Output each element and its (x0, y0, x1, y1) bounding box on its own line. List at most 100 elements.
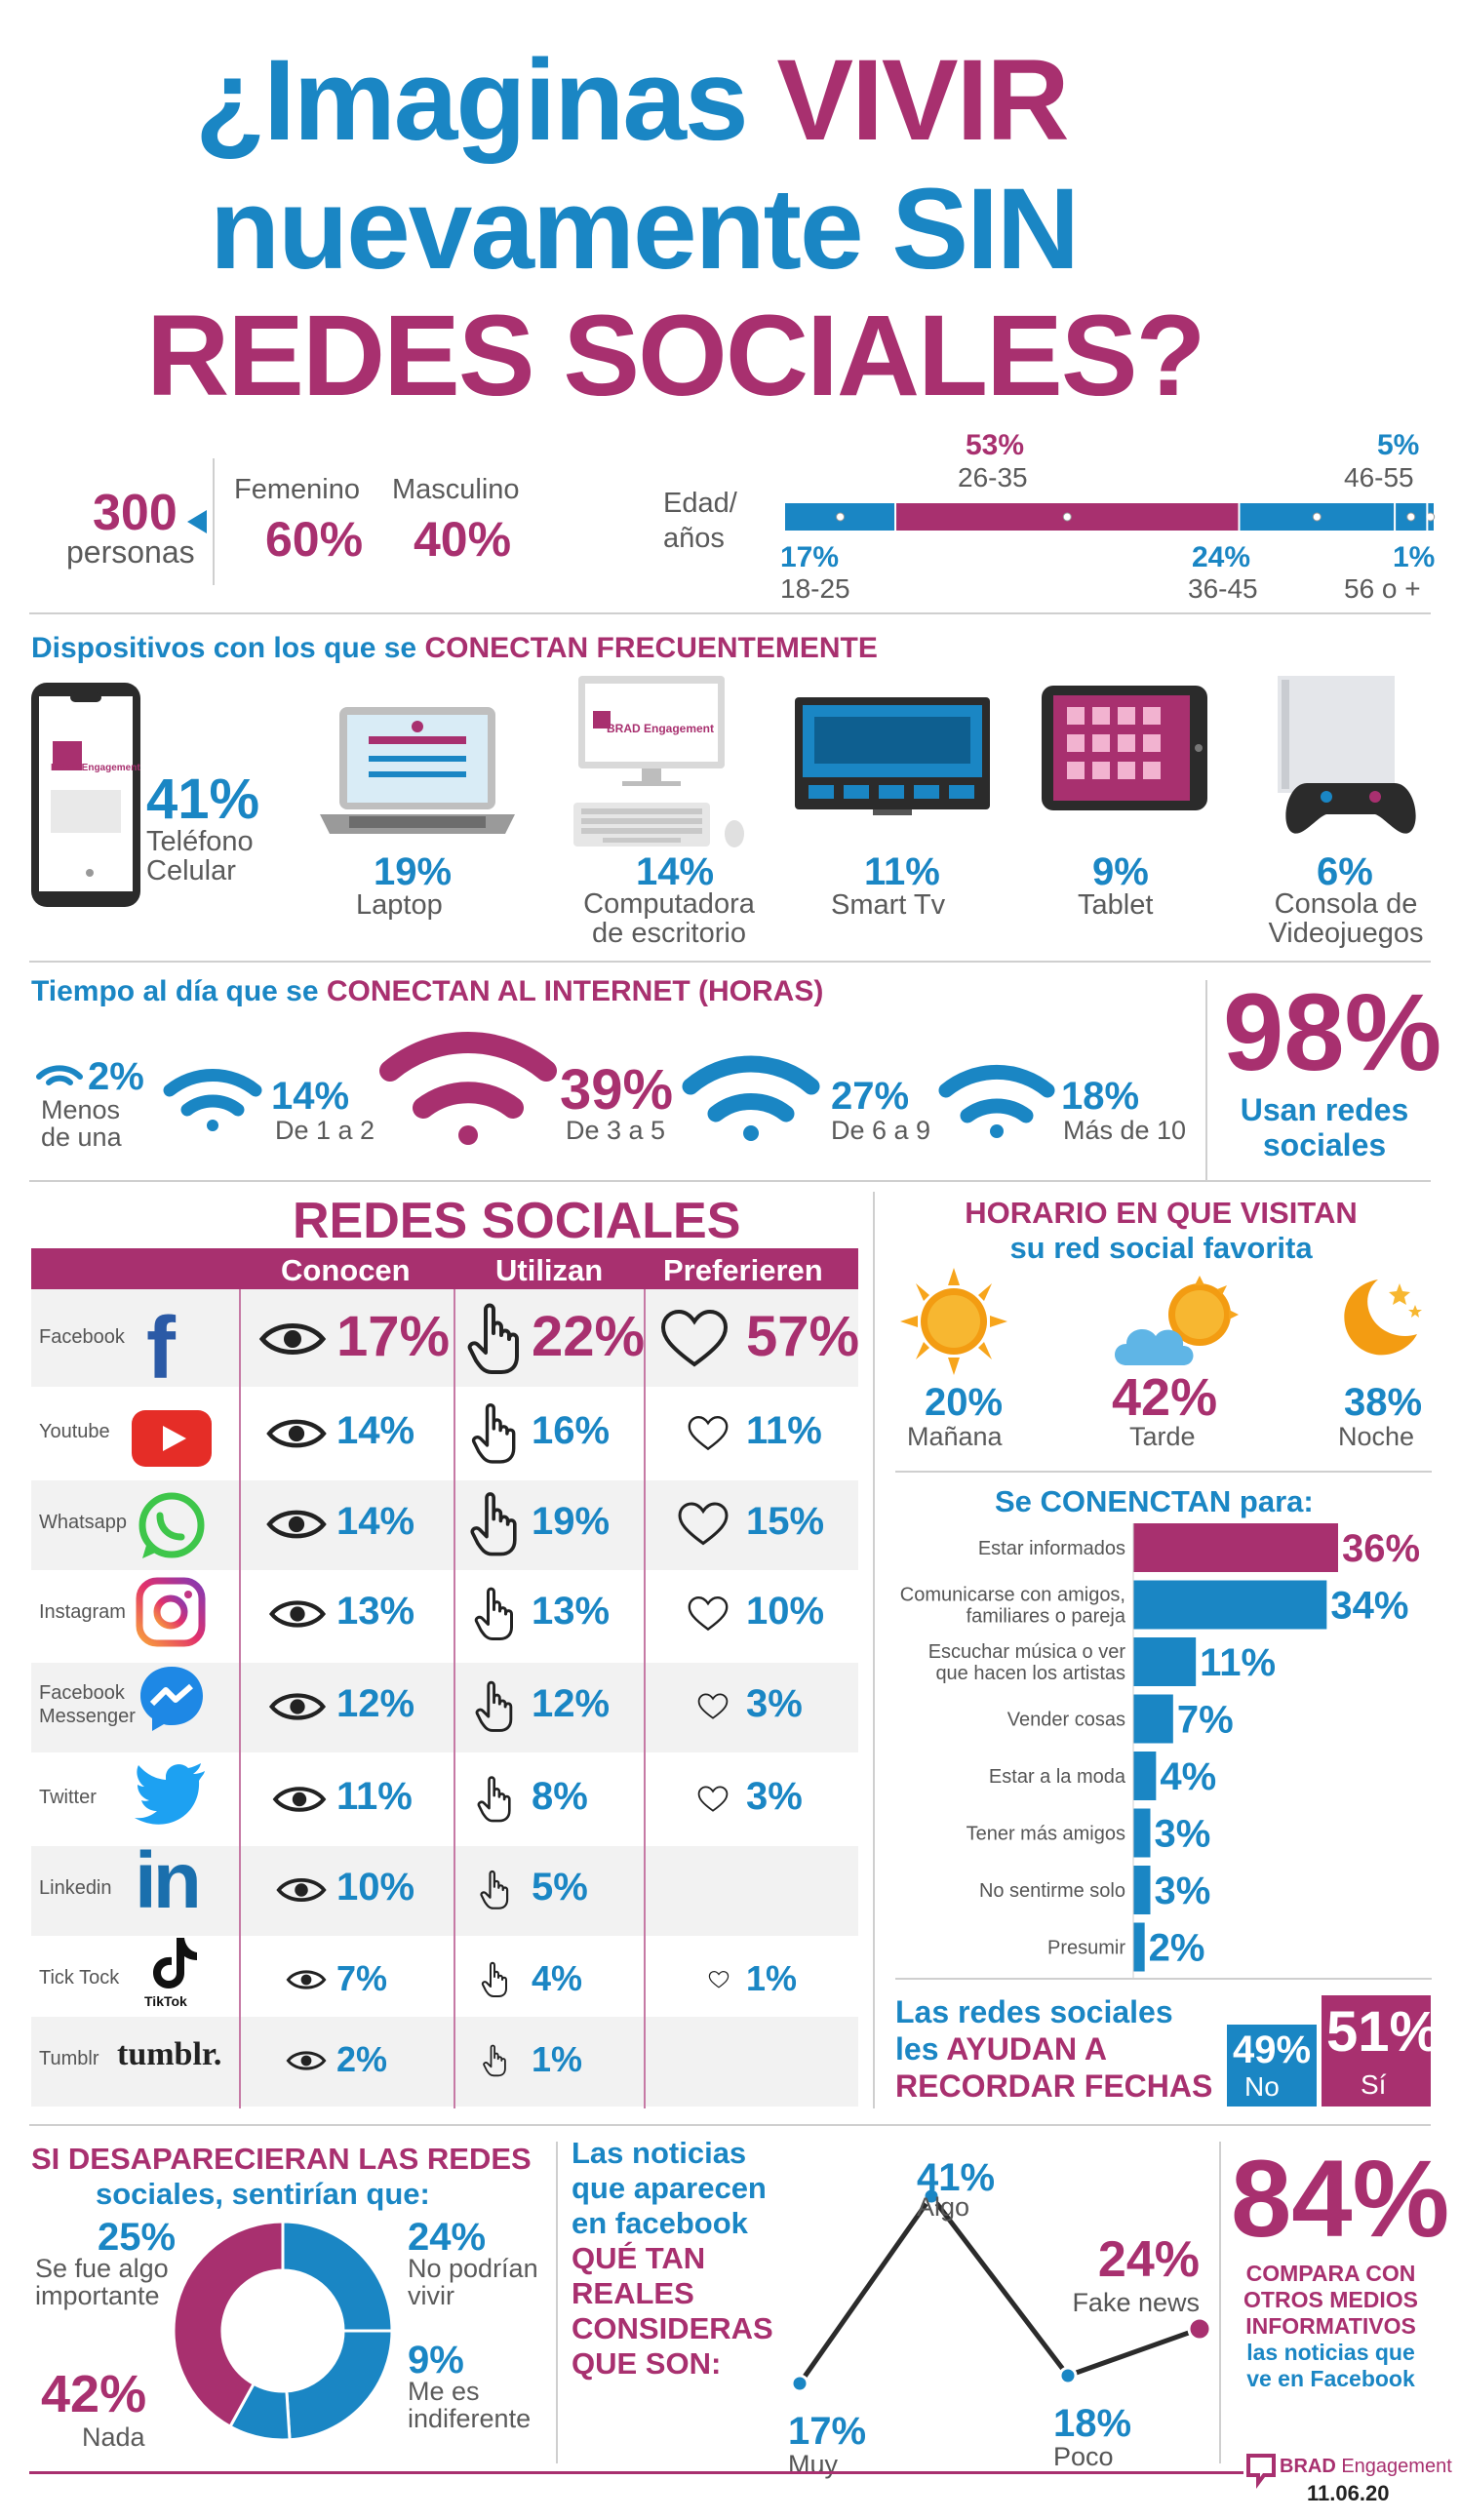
eye-icon (269, 1693, 327, 1720)
use-pct: 12% (532, 1682, 611, 1726)
dates-text-1: Las redes sociales (895, 1994, 1173, 2029)
know-pct: 12% (336, 1682, 415, 1726)
pointer-triangle-icon (187, 510, 207, 533)
time-heading: Tiempo al día que se CONECTAN AL INTERNE… (31, 975, 823, 1008)
dates-yes-pct: 51% (1326, 2000, 1440, 2064)
age-bar (785, 503, 1436, 531)
schedule-label-afternoon: Tarde (1129, 1422, 1196, 1451)
reason-bar (1133, 1523, 1338, 1572)
device-label-laptop: Laptop (356, 889, 443, 921)
whatsapp-icon (138, 1492, 205, 1558)
divider (29, 612, 1431, 614)
social-use-label-2: sociales (1262, 1127, 1387, 1162)
time-pct-1: 2% (88, 1055, 144, 1098)
news-value: 18% (1053, 2402, 1131, 2445)
age-range-3: 36-45 (1188, 573, 1258, 604)
pointer-hand-icon (480, 1870, 509, 1910)
age-range-4: 46-55 (1344, 462, 1414, 492)
schedule-heading-2: su red social favorita (1009, 1231, 1313, 1265)
heart-icon (660, 1309, 729, 1367)
reason-label: Estar a la moda (989, 1766, 1126, 1788)
news-line-7: QUE SON: (572, 2346, 722, 2381)
wifi-icon (379, 1032, 557, 1145)
title-word-vivir: VIVIR (776, 36, 1069, 165)
news-line-5: REALES (572, 2276, 694, 2310)
brand-small-label: BRAD Engagement (51, 763, 140, 773)
age-marker (836, 512, 846, 522)
time-label-4: De 6 a 9 (831, 1116, 931, 1145)
facebook-icon: f (146, 1300, 176, 1398)
social-name-line: Facebook (39, 1682, 125, 1704)
female-pct: 60% (265, 512, 364, 567)
reason-label: Escuchar música o ver (928, 1641, 1126, 1663)
use-pct: 8% (532, 1775, 588, 1819)
device-label-console-2: Videojuegos (1268, 918, 1424, 949)
feel-pct-4: 42% (41, 2365, 147, 2423)
news-question: Las noticias que aparecen en facebook QU… (572, 2136, 773, 2382)
news-line-6: CONSIDERAS (572, 2311, 773, 2345)
prefer-pct: 15% (746, 1500, 825, 1544)
devices-heading: Dispositivos con los que se CONECTAN FRE… (31, 632, 878, 665)
social-name: Tick Tock (39, 1967, 120, 1988)
reason-bar (1133, 1866, 1151, 1914)
prefer-pct: 57% (746, 1305, 860, 1369)
device-pct-tablet: 9% (1092, 850, 1149, 893)
social-name: Whatsapp (39, 1512, 128, 1533)
pointer-hand-icon (477, 1776, 511, 1823)
reason-label: que hacen los artistas (935, 1663, 1125, 1684)
know-pct: 7% (336, 1957, 388, 1998)
feel-pct-1: 25% (98, 2216, 177, 2259)
pointer-hand-icon (475, 1680, 513, 1732)
divider (556, 2142, 558, 2463)
social-use-pct: 98% (1223, 971, 1442, 1093)
reason-bar (1133, 1637, 1197, 1686)
reason-bar (1133, 1922, 1145, 1972)
feel-pct-3: 9% (408, 2339, 464, 2382)
male-pct: 40% (414, 512, 512, 567)
wifi-icon (36, 1065, 83, 1085)
reason-label: Vender cosas (1007, 1710, 1125, 1731)
time-pct-2: 14% (271, 1075, 350, 1118)
use-pct: 22% (532, 1305, 646, 1369)
divider (29, 1180, 1431, 1182)
social-name-line: Messenger (39, 1706, 136, 1727)
tiktok-icon (153, 1938, 197, 1988)
use-pct: 16% (532, 1409, 611, 1453)
social-name: Facebook Messenger (39, 1681, 136, 1728)
title-line-1: ¿Imaginas VIVIR (195, 43, 1070, 158)
news-value: 17% (788, 2410, 866, 2453)
divider (29, 961, 1431, 963)
eye-icon (265, 1419, 327, 1448)
feelings-donut (172, 2220, 394, 2442)
heart-icon (708, 1970, 729, 1988)
heart-icon (688, 1595, 729, 1632)
heart-icon (697, 1786, 729, 1812)
age-label-2: años (663, 523, 725, 554)
time-heading-b: CONECTAN AL INTERNET (HORAS) (326, 975, 824, 1007)
device-label-desktop: Computadora de escritorio (566, 889, 772, 948)
feel-label-1a: Se fue algo (35, 2254, 169, 2283)
col-use: Utilizan (495, 1253, 604, 1287)
pointer-hand-icon (474, 1587, 513, 1640)
donut-slice (172, 2220, 285, 2429)
messenger-icon (140, 1667, 203, 1731)
eye-icon (265, 1510, 327, 1539)
news-line-1: Las noticias (572, 2136, 747, 2170)
device-label-phone-1: Teléfono (146, 826, 254, 857)
dates-no-pct: 49% (1233, 2028, 1312, 2071)
use-pct: 4% (532, 1957, 583, 1998)
time-pct-3: 39% (560, 1058, 674, 1122)
tiktok-logo-text: TikTok (144, 1993, 187, 2009)
column-divider (644, 1289, 646, 2108)
console-icon (1278, 676, 1416, 834)
device-label-phone: Teléfono Celular (146, 827, 254, 886)
feel-label-3b: indiferente (408, 2404, 532, 2433)
device-label-tv: Smart Tv (831, 889, 946, 921)
divider (873, 1192, 875, 2108)
social-name: Tumblr (39, 2048, 99, 2069)
news-line (797, 2191, 1201, 2385)
tablet-icon (1042, 686, 1207, 810)
feelings-heading-1: SI DESAPARECIERAN LAS REDES (31, 2142, 532, 2176)
reason-bar (1133, 1752, 1157, 1800)
linkedin-icon: in (135, 1836, 202, 1925)
